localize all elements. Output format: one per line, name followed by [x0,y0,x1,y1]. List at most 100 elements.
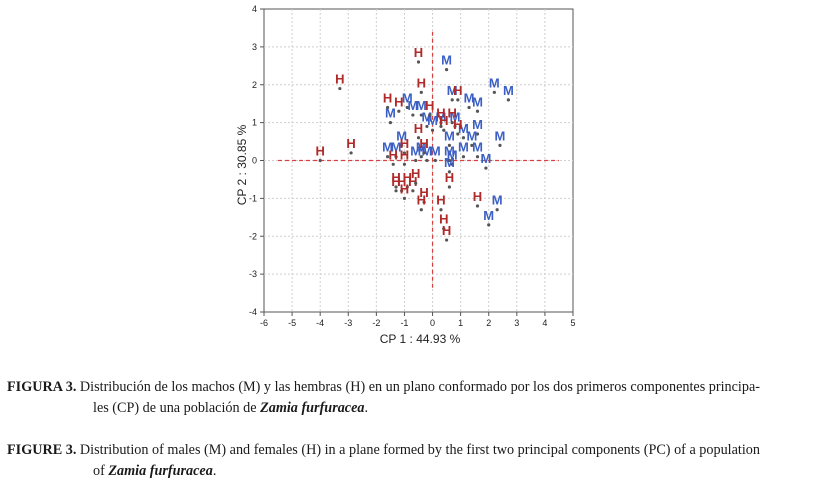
y-tick-label: 2 [252,80,257,90]
point-dot [419,208,423,212]
point-dot [391,162,395,166]
caption-en-species: Zamia furfuracea [108,463,213,479]
point-label: H [391,174,400,189]
point-dot [402,151,407,155]
point-m: M [503,83,514,102]
caption-en-end: . [212,463,217,479]
x-tick-label: -5 [288,318,296,328]
x-tick-label: -3 [344,318,352,328]
point-label: M [407,98,418,113]
point-dot [411,189,415,193]
point-m: M [416,98,427,117]
point-dot [397,109,401,113]
point-dot [402,162,407,166]
point-label: H [400,136,409,151]
x-tick-label: 4 [542,318,547,328]
y-axis-ticks: -4 -3 -2 -1 0 1 2 3 4 [249,4,264,317]
point-dot [484,166,488,170]
point-dot [430,128,435,132]
point-dot [394,185,398,189]
point-m: M [464,90,474,110]
point-h: H [425,98,434,117]
point-m: M [472,117,483,136]
point-dot [456,132,460,136]
point-m: M [489,75,500,94]
point-dot [428,113,432,117]
point-dot [419,155,423,159]
point-label: H [394,94,403,109]
point-dot [461,136,466,140]
caption-en-label: FIGURE 3. [7,442,77,458]
point-dot [450,121,454,125]
point-label: M [450,109,461,124]
point-m: M [444,144,455,163]
point-label: H [425,98,434,113]
point-label: M [447,83,458,98]
x-tick-label: 5 [570,318,575,328]
point-h: H [391,174,401,193]
point-label: H [335,72,344,87]
point-label: M [444,155,455,170]
point-label: M [391,140,402,155]
point-h: H [394,94,404,113]
point-dot [400,143,404,147]
point-label: M [466,128,477,143]
point-dot [442,128,446,132]
point-m: M [444,155,455,174]
caption-es-label: FIGURA 3. [7,379,77,395]
point-h: H [473,189,482,208]
point-m: M [385,106,396,125]
point-m: M [396,128,407,147]
point-label: M [503,83,514,98]
point-m: M [427,113,438,132]
point-dot [386,155,390,159]
point-h: H [383,90,392,110]
point-h: H [400,181,409,200]
point-dot [405,105,409,110]
point-label: M [385,106,396,121]
y-tick-label: 4 [252,4,257,14]
point-label: H [389,147,398,162]
point-dot [338,86,342,91]
point-dot [444,238,449,242]
point-dot [447,158,451,163]
point-label: H [442,223,451,238]
point-label: H [346,136,355,151]
point-m: M [450,109,461,129]
caption-spanish: FIGURA 3. Distribución de los machos (M)… [7,377,833,419]
point-h: H [419,185,429,204]
point-h: H [417,75,426,94]
point-dot [447,143,451,147]
point-dot [414,158,418,163]
point-dot [394,155,398,159]
point-dot [475,204,480,208]
point-label: H [400,181,409,196]
y-tick-label: -1 [249,193,257,203]
point-h: H [403,170,412,189]
point-h: H [346,136,356,155]
x-tick-label: 0 [430,318,435,328]
point-h: H [436,193,446,212]
point-dot [402,196,407,200]
point-h: H [400,147,409,166]
point-label: M [495,128,506,143]
point-label: H [383,90,392,105]
point-h: H [445,170,454,189]
point-dot [447,185,451,189]
point-label: M [422,109,433,124]
y-axis-label: CP 2 : 30.85 % [235,124,249,205]
point-label: M [410,144,421,159]
x-tick-label: 3 [514,318,519,328]
point-dot [405,185,409,189]
point-dot [475,132,480,136]
point-dot [422,151,426,155]
point-h: H [315,144,325,163]
point-dot [439,208,443,212]
point-label: H [408,174,417,189]
point-m: M [458,121,469,140]
point-m: M [407,98,418,117]
y-tick-label: -4 [249,307,257,317]
x-tick-label: -4 [316,318,324,328]
